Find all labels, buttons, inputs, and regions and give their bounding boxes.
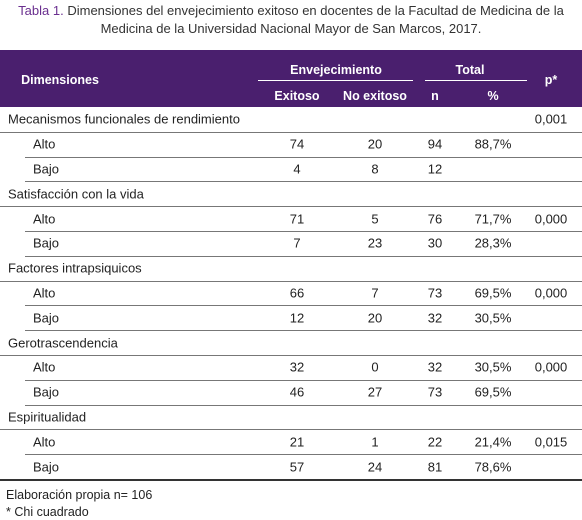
row-rule: [0, 429, 582, 431]
cell: 78,6%: [474, 459, 512, 475]
cell: 30,5%: [474, 310, 512, 326]
row-rule: [25, 255, 582, 257]
cell: 28,3%: [474, 235, 512, 251]
cell: 0,000: [534, 211, 568, 227]
row-label: Bajo: [33, 235, 60, 251]
row-label: Bajo: [33, 310, 60, 326]
row-label: Bajo: [33, 459, 60, 475]
cell: 0,015: [534, 434, 568, 450]
caption-label: Tabla 1.: [18, 3, 64, 18]
cell: 69,5%: [474, 384, 512, 400]
row-label: Alto: [33, 285, 56, 301]
header-cell: Exitoso: [274, 89, 320, 103]
cell: 0,000: [534, 359, 568, 375]
cell: 0,000: [534, 285, 568, 301]
header-cell: Dimensiones: [21, 73, 99, 87]
cell: 30: [427, 235, 443, 251]
cell: 30,5%: [474, 359, 512, 375]
cell: 94: [427, 136, 443, 152]
cell: 81: [427, 459, 443, 475]
row-rule: [0, 280, 582, 282]
row-label: Bajo: [33, 384, 60, 400]
group-label: Mecanismos funcionales de rendimiento: [8, 111, 240, 127]
cell: 12: [427, 161, 443, 177]
cell: 12: [289, 310, 305, 326]
row-rule: [25, 330, 582, 332]
table-bottom-rule: [0, 479, 582, 481]
cell: 7: [371, 285, 379, 301]
row-label: Alto: [33, 211, 56, 227]
cell: 8: [371, 161, 379, 177]
cell: 46: [289, 384, 305, 400]
header-cell: No exitoso: [343, 89, 407, 103]
cell: 88,7%: [474, 136, 512, 152]
row-rule: [0, 206, 582, 208]
row-rule: [25, 181, 582, 183]
row-rule: [25, 454, 582, 456]
cell: 71,7%: [474, 211, 512, 227]
cell: 1: [371, 434, 379, 450]
caption-text: Dimensiones del envejecimiento exitoso e…: [67, 3, 564, 36]
header-cell: n: [431, 89, 439, 103]
cell: 69,5%: [474, 285, 512, 301]
row-rule: [25, 156, 582, 158]
row-rule: [0, 131, 582, 133]
header-cell: p*: [544, 73, 558, 87]
cell: 32: [427, 359, 443, 375]
cell: 0,001: [534, 111, 568, 127]
header-cell: Total: [455, 63, 485, 77]
row-rule: [25, 305, 582, 307]
cell: 76: [427, 211, 443, 227]
cell: 32: [427, 310, 443, 326]
cell: 4: [293, 161, 301, 177]
group-label: Gerotrascendencia: [8, 335, 118, 351]
cell: 57: [289, 459, 305, 475]
cell: 23: [367, 235, 383, 251]
cell: 71: [289, 211, 305, 227]
row-rule: [25, 404, 582, 406]
header-rule: [258, 80, 413, 81]
group-label: Factores intrapsiquicos: [8, 260, 142, 276]
row-rule: [25, 379, 582, 381]
row-rule: [0, 355, 582, 356]
cell: 20: [367, 136, 383, 152]
cell: 22: [427, 434, 443, 450]
header-rule: [425, 80, 527, 81]
note: Elaboración propia n= 106: [6, 488, 153, 502]
cell: 66: [289, 285, 305, 301]
cell: 21,4%: [474, 434, 512, 450]
note: * Chi cuadrado: [6, 505, 89, 519]
cell: 27: [367, 384, 383, 400]
row-label: Alto: [33, 359, 56, 375]
cell: 24: [367, 459, 383, 475]
cell: 21: [289, 434, 305, 450]
header-cell: %: [487, 89, 499, 103]
header-cell: Envejecimiento: [290, 63, 382, 77]
cell: 73: [427, 384, 443, 400]
cell: 73: [427, 285, 443, 301]
caption: Tabla 1. Dimensiones del envejecimiento …: [6, 2, 576, 38]
row-label: Alto: [33, 136, 56, 152]
group-label: Espiritualidad: [8, 409, 87, 425]
cell: 74: [289, 136, 305, 152]
cell: 5: [371, 211, 379, 227]
row-label: Alto: [33, 434, 56, 450]
cell: 20: [367, 310, 383, 326]
cell: 7: [293, 235, 301, 251]
row-rule: [25, 231, 582, 232]
cell: 0: [371, 359, 379, 375]
cell: 32: [289, 359, 305, 375]
row-label: Bajo: [33, 161, 60, 177]
group-label: Satisfacción con la vida: [8, 186, 144, 202]
table-header: Dimensiones Envejecimiento Total p* Exit…: [0, 50, 582, 107]
